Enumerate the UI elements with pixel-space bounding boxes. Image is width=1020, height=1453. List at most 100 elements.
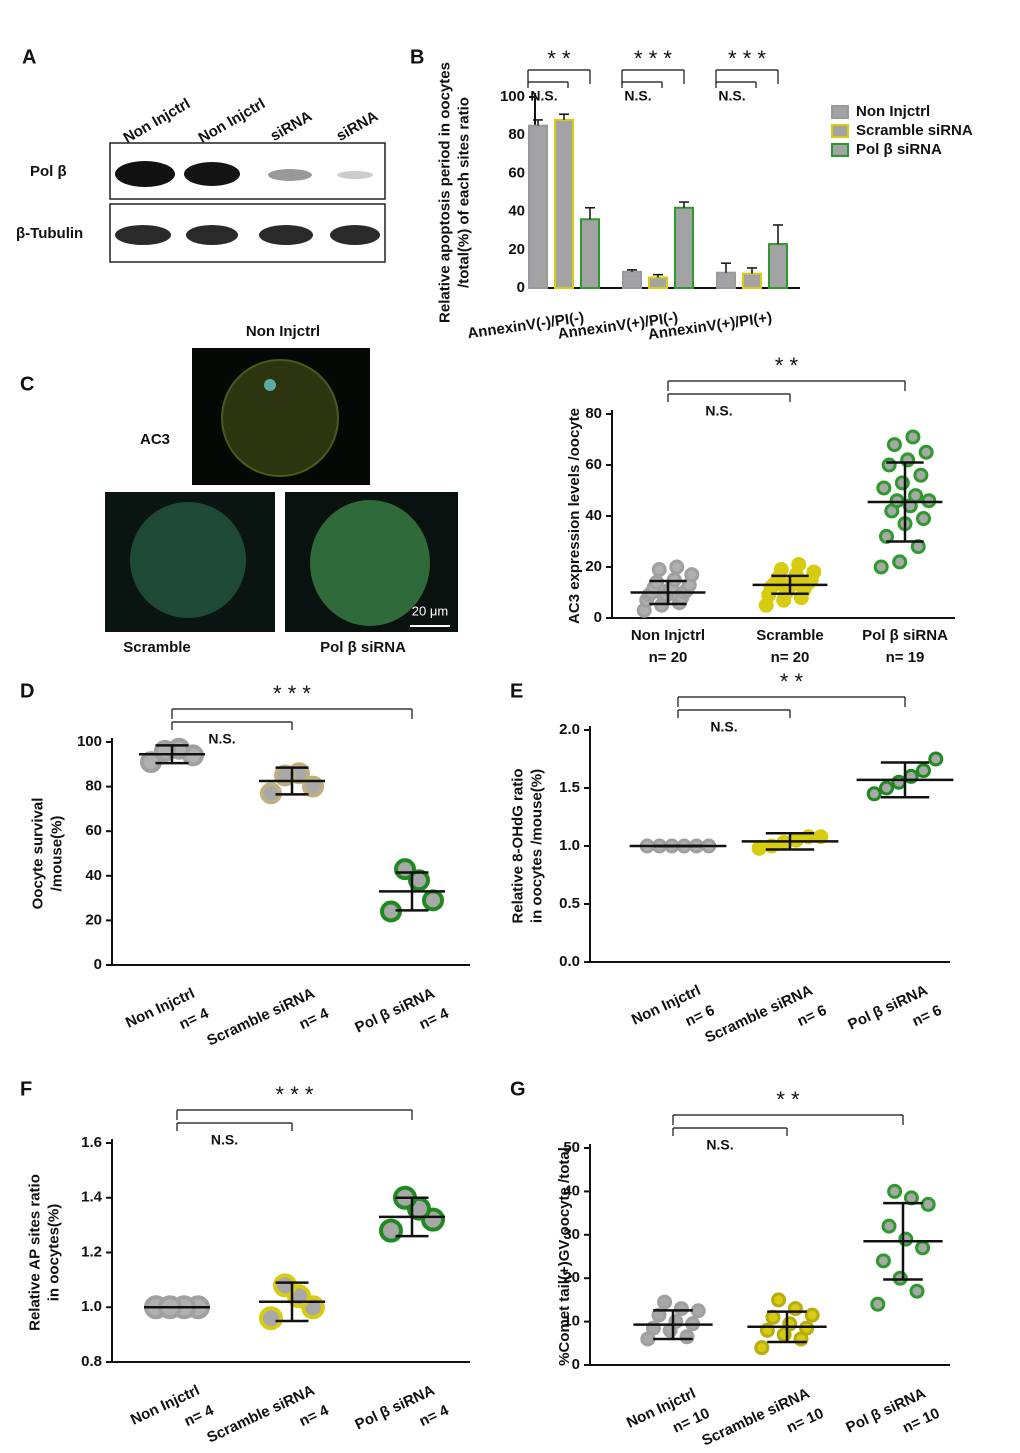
band bbox=[115, 225, 171, 245]
legend-swatch bbox=[831, 143, 849, 157]
y-tick-label: 0 bbox=[94, 956, 102, 973]
panel-letter: E bbox=[510, 680, 523, 702]
image-label: AC3 bbox=[140, 431, 170, 448]
panel-letter: B bbox=[410, 46, 424, 68]
data-point bbox=[873, 559, 889, 575]
bar bbox=[716, 271, 736, 290]
significance-label: * * * bbox=[634, 46, 672, 71]
x-tick-label: Non Injctrl bbox=[631, 627, 705, 644]
data-point bbox=[754, 1340, 770, 1356]
bar bbox=[528, 124, 548, 290]
band bbox=[330, 225, 380, 245]
y-axis-label: in oocytes /mouse(%) bbox=[528, 769, 545, 923]
y-axis-label: in oocytes(%) bbox=[45, 1204, 62, 1302]
x-tick-label: Pol β siRNA bbox=[862, 627, 948, 644]
significance-label: * * bbox=[775, 353, 799, 378]
data-point bbox=[651, 562, 667, 578]
image-title: Non Injctrl bbox=[246, 323, 320, 340]
data-point bbox=[892, 1270, 908, 1286]
oocyte bbox=[221, 359, 339, 477]
panel-letter: G bbox=[510, 1078, 526, 1100]
band bbox=[186, 225, 238, 245]
data-point bbox=[920, 1196, 936, 1212]
y-tick-label: 0 bbox=[517, 279, 525, 296]
significance-label: N.S. bbox=[530, 88, 557, 104]
bar bbox=[648, 276, 668, 289]
data-point bbox=[669, 559, 685, 575]
legend-label: Non Injctrl bbox=[856, 103, 930, 120]
significance-label: N.S. bbox=[718, 88, 745, 104]
y-tick-label: 0 bbox=[572, 1356, 580, 1373]
data-point bbox=[804, 1307, 820, 1323]
x-tick-label: Scramble bbox=[756, 627, 824, 644]
y-tick-label: 20 bbox=[585, 558, 602, 575]
bar bbox=[742, 272, 762, 289]
legend-swatch bbox=[831, 124, 849, 138]
lane-label: Non Injctrl bbox=[120, 95, 193, 147]
data-point bbox=[259, 1306, 283, 1331]
panel-letter: C bbox=[20, 373, 34, 395]
data-point bbox=[684, 567, 700, 583]
y-axis-label: Relative apoptosis period in oocytes bbox=[436, 62, 453, 323]
y-tick-label: 50 bbox=[563, 1139, 580, 1156]
n-label: n= 4 bbox=[177, 1005, 212, 1034]
y-axis-label: /total(%) of each sites ratio bbox=[455, 97, 472, 288]
bar bbox=[554, 118, 574, 289]
data-point bbox=[866, 786, 882, 802]
data-point bbox=[806, 564, 822, 580]
band bbox=[337, 171, 373, 179]
bar bbox=[674, 206, 694, 289]
y-axis-label: Relative AP sites ratio bbox=[26, 1174, 43, 1331]
data-point bbox=[875, 1253, 891, 1269]
blot-row-label: β-Tubulin bbox=[16, 225, 83, 242]
y-tick-label: 40 bbox=[508, 203, 525, 220]
y-tick-label: 1.4 bbox=[81, 1189, 103, 1206]
bar bbox=[580, 218, 600, 290]
data-point bbox=[928, 751, 944, 767]
y-tick-label: 60 bbox=[508, 164, 525, 181]
image-label: Pol β siRNA bbox=[320, 639, 406, 656]
data-point bbox=[657, 1294, 673, 1310]
blot-row-label: Pol β bbox=[30, 163, 67, 180]
data-point bbox=[881, 457, 897, 473]
data-point bbox=[273, 1273, 297, 1298]
y-tick-label: 100 bbox=[77, 733, 102, 750]
data-point bbox=[892, 554, 908, 570]
band bbox=[259, 225, 313, 245]
signal bbox=[264, 379, 276, 391]
data-point bbox=[765, 1309, 781, 1325]
y-tick-label: 1.6 bbox=[81, 1134, 102, 1151]
y-tick-label: 20 bbox=[508, 241, 525, 258]
panel-letter: A bbox=[22, 46, 36, 68]
data-point bbox=[918, 444, 934, 460]
y-tick-label: 1.5 bbox=[559, 779, 580, 796]
n-label: n= 4 bbox=[417, 1402, 452, 1431]
data-point bbox=[870, 1296, 886, 1312]
y-tick-label: 1.2 bbox=[81, 1243, 102, 1260]
n-label: n= 4 bbox=[417, 1005, 452, 1034]
n-label: n= 20 bbox=[771, 649, 810, 666]
data-point bbox=[900, 452, 916, 468]
significance-label: N.S. bbox=[208, 731, 235, 747]
blot bbox=[109, 142, 386, 263]
y-tick-label: 1.0 bbox=[559, 837, 580, 854]
data-point bbox=[916, 511, 932, 527]
scale-label: 20 μm bbox=[412, 603, 448, 618]
panel-letter: D bbox=[20, 680, 34, 702]
data-point bbox=[679, 1329, 695, 1345]
y-tick-label: 40 bbox=[85, 867, 102, 884]
n-label: n= 4 bbox=[182, 1402, 217, 1431]
legend-label: Pol β siRNA bbox=[856, 141, 942, 158]
data-point bbox=[422, 889, 444, 912]
lane-label: Non Injctrl bbox=[195, 95, 268, 147]
y-tick-label: 20 bbox=[85, 911, 102, 928]
micrographs bbox=[105, 348, 458, 632]
y-axis-label: AC3 expression levels /oocyte bbox=[566, 408, 583, 624]
n-label: n= 19 bbox=[886, 649, 925, 666]
data-point bbox=[915, 763, 931, 779]
data-point bbox=[379, 1218, 403, 1243]
y-tick-label: 0.8 bbox=[81, 1353, 102, 1370]
data-point bbox=[913, 467, 929, 483]
oocyte bbox=[310, 500, 430, 626]
